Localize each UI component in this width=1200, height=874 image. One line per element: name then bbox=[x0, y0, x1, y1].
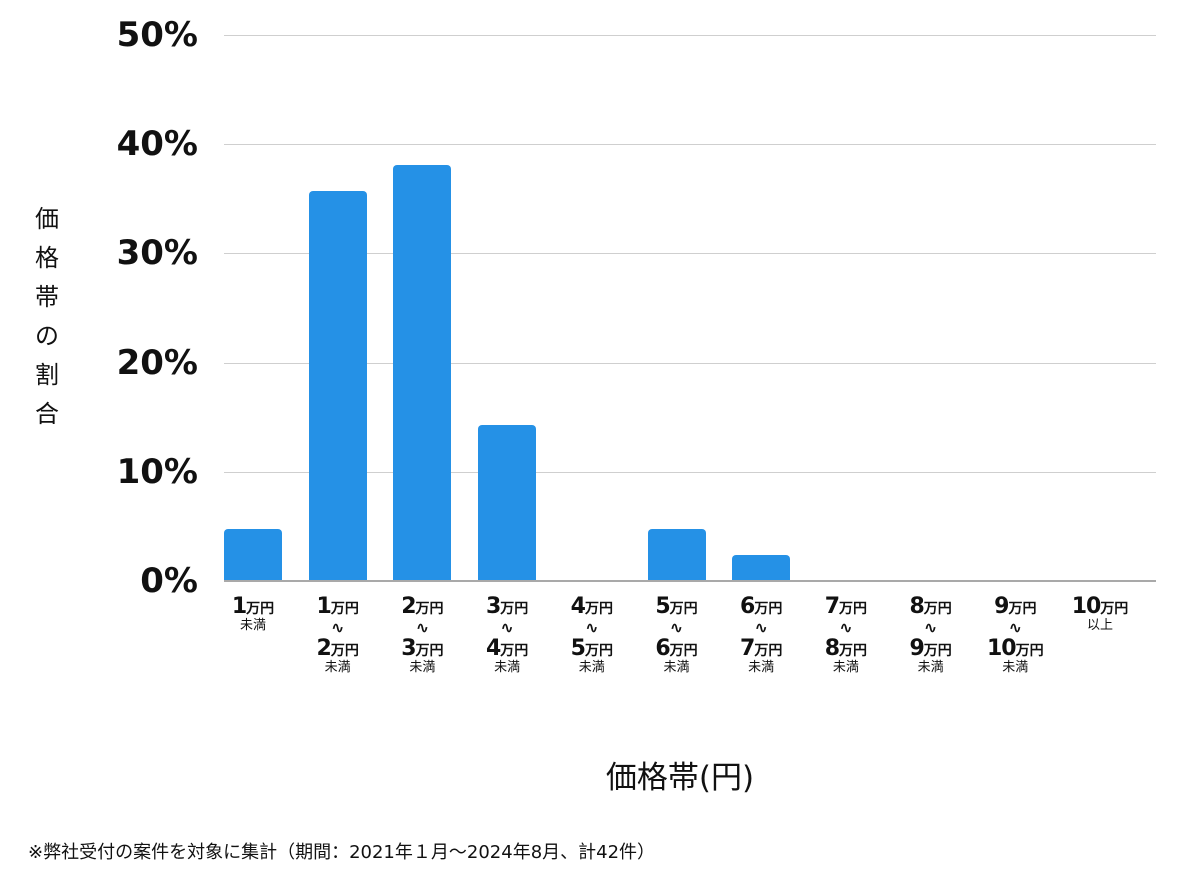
x-tick-label: 10万円 以上 bbox=[1071, 594, 1129, 633]
gridline bbox=[224, 253, 1156, 254]
x-axis-baseline bbox=[224, 580, 1156, 582]
x-tick-label: 8万円 ∿ 9万円 未満 bbox=[909, 594, 952, 675]
gridline bbox=[224, 35, 1156, 36]
y-tick-label: 50% bbox=[116, 15, 198, 55]
footnote: ※弊社受付の案件を対象に集計（期間：2021年１月〜2024年8月、計42件） bbox=[28, 842, 656, 863]
gridline bbox=[224, 472, 1156, 473]
y-axis-title: 価格帯の割合 bbox=[35, 205, 59, 428]
x-tick-label: 9万円 ∿ 10万円 未満 bbox=[986, 594, 1044, 675]
x-tick-label: 4万円 ∿ 5万円 未満 bbox=[570, 594, 613, 675]
x-tick-label: 7万円 ∿ 8万円 未満 bbox=[824, 594, 868, 675]
bar bbox=[224, 528, 282, 581]
bar bbox=[478, 424, 537, 581]
bar bbox=[308, 191, 367, 581]
gridline bbox=[224, 144, 1156, 145]
x-tick-label: 5万円 ∿ 6万円 未満 bbox=[655, 594, 698, 675]
gridline bbox=[224, 363, 1156, 364]
x-tick-label: 6万円 ∿ 7万円 未満 bbox=[740, 594, 783, 675]
bar bbox=[393, 164, 452, 581]
x-tick-label: 1万円 未満 bbox=[231, 594, 275, 633]
y-tick-label: 10% bbox=[116, 451, 198, 492]
bar bbox=[732, 554, 791, 581]
x-axis-title: 価格帯(円) bbox=[605, 760, 755, 796]
y-tick-label: 20% bbox=[116, 342, 198, 383]
x-tick-label: 1万円 ∿ 2万円 未満 bbox=[316, 594, 359, 675]
x-tick-label: 3万円 ∿ 4万円 未満 bbox=[485, 594, 529, 675]
y-tick-label: 30% bbox=[116, 233, 198, 274]
y-tick-label: 40% bbox=[116, 124, 198, 165]
bar bbox=[647, 528, 706, 581]
x-tick-label: 2万円 ∿ 3万円 未満 bbox=[401, 594, 444, 675]
y-tick-label: 0% bbox=[140, 561, 198, 601]
